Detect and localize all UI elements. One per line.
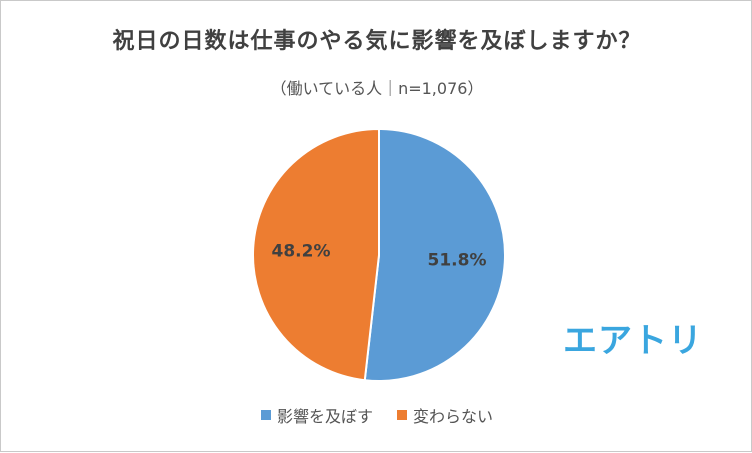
legend-swatch-affects (260, 410, 271, 420)
legend-item-affects: 影響を及ぼす (260, 403, 373, 427)
legend-swatch-unchanged (397, 410, 407, 420)
data-label-unchanged: 48.2% (272, 242, 331, 262)
chart-title: 祝日の日数は仕事のやる気に影響を及ぼしますか？ (112, 29, 642, 54)
legend-label-unchanged: 変わらない (413, 407, 494, 426)
legend: 影響を及ぼす 変わらない (1, 403, 752, 427)
data-label-affects: 51.8% (428, 250, 487, 270)
chart-subtitle: （働いている人｜n=1,076） (270, 79, 484, 98)
airtrip-logo: エアトリ (563, 321, 703, 361)
pie-slice-affects (363, 127, 506, 382)
legend-label-affects: 影響を及ぼす (276, 407, 373, 426)
pie-slice-unchanged (252, 127, 380, 382)
legend-item-unchanged: 変わらない (397, 403, 493, 427)
